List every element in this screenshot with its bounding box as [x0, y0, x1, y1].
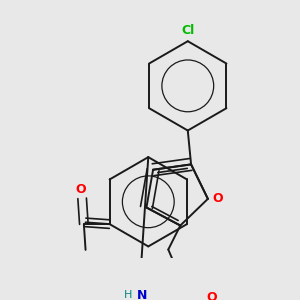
Text: Cl: Cl [181, 24, 194, 38]
Text: O: O [212, 192, 223, 206]
Text: H: H [124, 290, 132, 300]
Text: O: O [75, 183, 86, 196]
Text: O: O [207, 291, 218, 300]
Text: N: N [137, 290, 148, 300]
